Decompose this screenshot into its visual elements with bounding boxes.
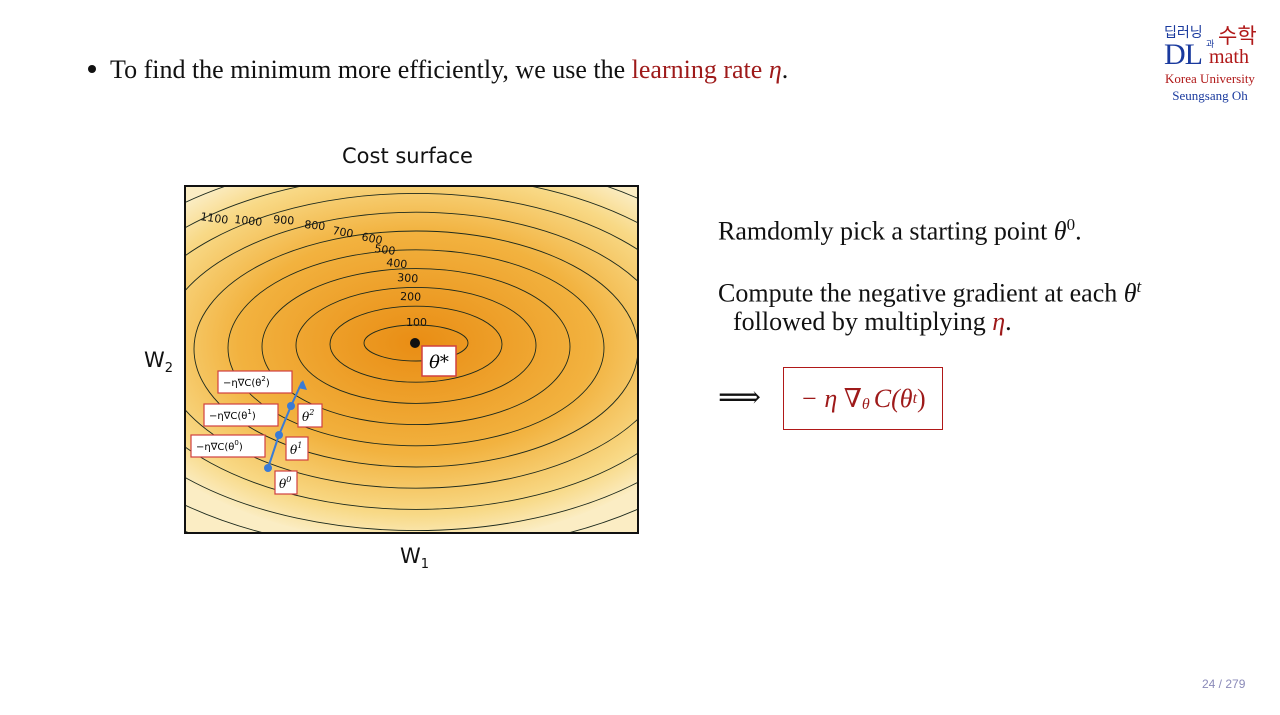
step1-theta: θ <box>1053 216 1067 246</box>
contour-ring <box>329 305 503 383</box>
step-label-box <box>190 434 266 458</box>
logo-author: Seungsang Oh <box>1172 88 1248 103</box>
formula-main: − η ∇ <box>800 383 862 413</box>
step3-eta: η <box>992 307 1006 336</box>
figure-title: Cost surface <box>342 144 473 168</box>
implies-arrow: ⟹ <box>718 380 762 415</box>
logo-korean-connector: 과 <box>1206 40 1215 50</box>
theta-label-box <box>285 436 309 461</box>
logo-korean-left: 딥러닝 <box>1164 25 1203 41</box>
contour-level-label: 200 <box>400 290 421 304</box>
logo-math: math <box>1209 46 1249 68</box>
step-label: −η∇C(θ0) <box>196 439 243 453</box>
contour-ring <box>185 192 638 510</box>
step3-end: . <box>1005 307 1012 336</box>
step2-theta: θ <box>1123 278 1137 308</box>
arrow-head <box>298 380 307 390</box>
contour-level-label: 700 <box>331 224 354 240</box>
step1-text: Ramdomly pick a starting point <box>718 216 1054 246</box>
contour-level-label: 300 <box>397 271 419 285</box>
x-axis-subscript: 1 <box>420 557 430 573</box>
theta-label-box <box>297 403 323 428</box>
plot-frame <box>184 185 639 534</box>
formula-rest: C(θ <box>873 383 913 413</box>
contour-ring <box>185 211 638 489</box>
contour-level-label: 1100 <box>200 210 230 227</box>
step-pick-start: Ramdomly pick a starting point θ0. <box>718 208 1082 249</box>
step-compute-gradient: Compute the negative gradient at each θt <box>718 270 1141 311</box>
theta-point <box>264 464 272 472</box>
step-label: −η∇C(θ2) <box>223 375 270 389</box>
step-multiply-eta: followed by multiplying η. <box>733 305 1012 339</box>
contour-level-label: 900 <box>273 213 295 227</box>
contour-group <box>185 186 638 533</box>
bullet-period: . <box>781 55 789 84</box>
theta-label-box <box>274 470 298 495</box>
theta-point <box>287 402 295 410</box>
contour-ring <box>261 268 571 426</box>
contour-ring <box>227 249 605 447</box>
page-number: 24 / 279 <box>1202 677 1246 691</box>
contour-ring <box>185 186 638 531</box>
contour-level-label: 800 <box>304 218 326 233</box>
contour-ring <box>363 324 469 362</box>
contour-level-label: 500 <box>374 242 397 258</box>
step-label-box <box>217 370 293 394</box>
eta-symbol: η <box>768 55 782 84</box>
logo-korean-right: 수학 <box>1218 24 1257 48</box>
x-axis-label: W1 <box>400 544 429 572</box>
step3-text: followed by multiplying <box>733 307 993 336</box>
y-axis-subscript: 2 <box>164 361 174 377</box>
logo-dl: DL <box>1164 38 1203 71</box>
step-label-box <box>203 403 279 427</box>
contour-level-label: 400 <box>386 256 408 271</box>
update-formula-box: − η ∇ θ C(θ t) <box>783 367 943 430</box>
gradient-step-line <box>267 434 280 469</box>
minimum-point <box>410 338 420 348</box>
y-axis-letter: W <box>144 348 165 372</box>
gradient-step-line <box>278 405 292 436</box>
formula-sub: θ <box>861 395 870 413</box>
contour-level-label: 100 <box>406 316 427 329</box>
contour-level-label: 1000 <box>234 213 263 229</box>
y-axis-label: W2 <box>144 348 173 376</box>
bullet-text: To find the minimum more efficiently, we… <box>110 55 632 84</box>
logo-university: Korea University <box>1165 71 1255 86</box>
minimum-label: θ* <box>429 352 449 373</box>
step2-text: Compute the negative gradient at each <box>718 278 1124 308</box>
theta-point <box>275 431 283 439</box>
bullet-learning-rate: To find the minimum more efficiently, we… <box>88 52 788 88</box>
learning-rate-highlight: learning rate η <box>632 55 782 84</box>
bullet-dot <box>88 65 96 74</box>
contour-ring <box>193 230 638 468</box>
step-label: −η∇C(θ1) <box>209 408 256 422</box>
learning-rate-text: learning rate <box>631 55 769 84</box>
step1-end: . <box>1075 216 1082 246</box>
step2-sup: t <box>1136 277 1142 296</box>
contour-level-label: 600 <box>360 230 383 247</box>
gradient-path: θ0−η∇C(θ0) θ1−η∇C(θ1) θ2−η∇C(θ2) <box>190 370 323 495</box>
x-axis-letter: W <box>400 544 421 568</box>
step1-sup: 0 <box>1066 215 1076 234</box>
formula-close: ) <box>917 383 926 413</box>
minimum-label-box: θ* <box>421 345 457 377</box>
contour-ring <box>295 286 537 404</box>
formula-sup: t <box>912 389 918 407</box>
